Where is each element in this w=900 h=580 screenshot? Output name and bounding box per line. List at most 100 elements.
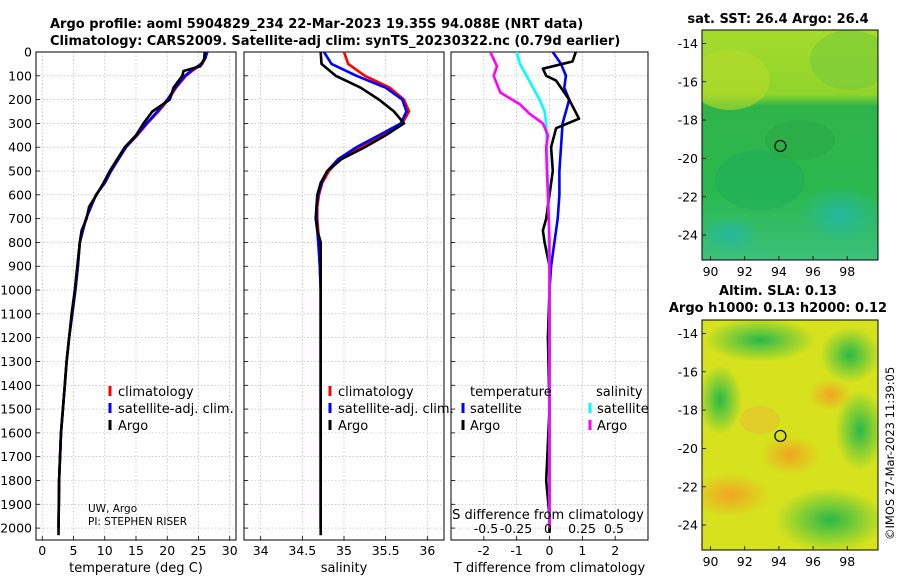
y-tick-label: 500: [8, 164, 32, 179]
legend-label: Argo: [118, 419, 148, 434]
y-tick-label: 1900: [0, 497, 32, 512]
axes-frame: [243, 51, 445, 541]
series-line-satellite-adj--clim-: [57, 52, 209, 529]
y-tick-label: 1400: [0, 378, 32, 393]
map-x-tick-label: 96: [805, 554, 821, 569]
map-x-tick-label: 92: [737, 264, 753, 279]
x-tick-label: -1: [510, 543, 522, 558]
annotation-source: UW, Argo: [88, 503, 137, 515]
series-line-satellite-adj--clim-: [315, 52, 408, 529]
map-y-tick-label: -24: [678, 518, 698, 533]
series-group: [489, 52, 581, 533]
y-tick-label: 300: [8, 116, 32, 131]
x-tick-label: 35: [336, 543, 352, 558]
map-y-tick-label: -18: [678, 403, 698, 418]
sla-field: [702, 320, 878, 550]
x-tick-label: 5: [70, 543, 78, 558]
y-tick-label: 400: [8, 140, 32, 155]
series-line-salinity-argo: [489, 52, 551, 529]
y-tick-label: 1300: [0, 354, 32, 369]
map-x-tick-label: 94: [771, 554, 787, 569]
y-tick-label: 0: [24, 45, 32, 60]
legend-label: climatology: [338, 385, 414, 400]
series-line-argo: [57, 52, 207, 536]
map-x-tick-label: 96: [805, 264, 821, 279]
y-tick-label: 1200: [0, 330, 32, 345]
axes-frame: [35, 51, 237, 541]
y-tick-label: 1100: [0, 306, 32, 321]
sst-map: sat. SST: 26.4 Argo: 26.4 90 92 94 96 98 -14 -…: [678, 12, 879, 279]
s-tick-label: 0: [544, 521, 552, 536]
x-axis-label: T difference from climatology: [453, 561, 646, 576]
x-tick-label: 0: [38, 543, 46, 558]
legend-heading-salinity: salinity: [596, 385, 643, 400]
x-tick-label: 36: [419, 543, 435, 558]
legend-label: satellite-adj. clim.: [118, 402, 234, 417]
y-tick-label: 1600: [0, 425, 32, 440]
series-group: [314, 52, 411, 536]
legend-label: Argo: [470, 419, 500, 434]
legend-label: satellite: [470, 402, 522, 417]
map-y-tick-label: -20: [678, 441, 698, 456]
x-tick-label: 34: [253, 543, 269, 558]
s-tick-label: -0.25: [500, 521, 532, 536]
s-axis-label: S difference from climatology: [452, 508, 644, 523]
x-tick-label: 30: [222, 543, 238, 558]
x-tick-label: -2: [478, 543, 490, 558]
y-tick-label: 2000: [0, 521, 32, 536]
float-position-marker: [774, 429, 787, 443]
temperature-panel: 0 5 10 15 20 25 300100200300400500600700800900…: [0, 45, 238, 577]
legend-heading-temperature: temperature: [470, 385, 552, 400]
y-tick-label: 1700: [0, 449, 32, 464]
sst-field: [702, 30, 878, 260]
x-axis-label: salinity: [321, 561, 368, 576]
y-tick-label: 100: [8, 68, 32, 83]
legend-label: climatology: [118, 385, 194, 400]
map-x-tick-label: 98: [839, 264, 855, 279]
annotation-pi: PI: STEPHEN RISER: [88, 516, 187, 528]
s-tick-label: 0.5: [604, 521, 624, 536]
map-y-tick-label: -16: [678, 74, 698, 89]
map-y-tick-label: -22: [678, 479, 698, 494]
header-line1: Argo profile: aoml 5904829_234 22-Mar-20…: [50, 17, 583, 32]
map-y-tick-label: -24: [678, 228, 698, 243]
map-x-tick-label: 90: [703, 264, 719, 279]
x-tick-label: 10: [97, 543, 113, 558]
map-y-tick-label: -14: [678, 326, 698, 341]
x-tick-label: 34.5: [288, 543, 316, 558]
map-y-tick-label: -20: [678, 151, 698, 166]
x-tick-label: 15: [128, 543, 144, 558]
series-line-argo: [314, 52, 406, 536]
sst-map-title: sat. SST: 26.4 Argo: 26.4: [687, 12, 868, 27]
series-group: [57, 52, 209, 536]
x-tick-label: 1: [578, 543, 586, 558]
map-y-tick-label: -22: [678, 189, 698, 204]
x-axis-label: temperature (deg C): [69, 561, 203, 576]
map-x-tick-label: 92: [737, 554, 753, 569]
sla-map-title: Altim. SLA: 0.13: [719, 284, 837, 299]
salinity-panel: 34 34.5 35 35.5 36 salinity climatology satelli…: [243, 51, 454, 576]
map-x-tick-label: 98: [839, 554, 855, 569]
y-tick-label: 800: [8, 235, 32, 250]
y-tick-label: 1800: [0, 473, 32, 488]
s-tick-label: 0.25: [568, 521, 596, 536]
y-tick-label: 200: [8, 92, 32, 107]
x-tick-label: 20: [159, 543, 175, 558]
map-y-tick-label: -14: [678, 36, 698, 51]
float-position-marker: [774, 139, 787, 153]
s-tick-label: -0.5: [474, 521, 498, 536]
y-tick-label: 900: [8, 259, 32, 274]
header-line2: Climatology: CARS2009. Satellite-adj cli…: [50, 34, 620, 49]
map-x-tick-label: 94: [771, 264, 787, 279]
map-y-tick-label: -16: [678, 364, 698, 379]
y-tick-label: 1500: [0, 402, 32, 417]
sla-map-subtitle: Argo h1000: 0.13 h2000: 0.12: [669, 301, 887, 316]
legend-label: Argo: [338, 419, 368, 434]
map-y-tick-label: -18: [678, 113, 698, 128]
x-tick-label: 0: [546, 543, 554, 558]
difference-panel: -2 -1 0 1 2 T difference from climatology temp…: [450, 51, 649, 576]
legend-label: Argo: [597, 419, 627, 434]
x-tick-label: 2: [611, 543, 619, 558]
copyright-label: ©IMOS 27-Mar-2023 11:39:05: [883, 367, 897, 540]
